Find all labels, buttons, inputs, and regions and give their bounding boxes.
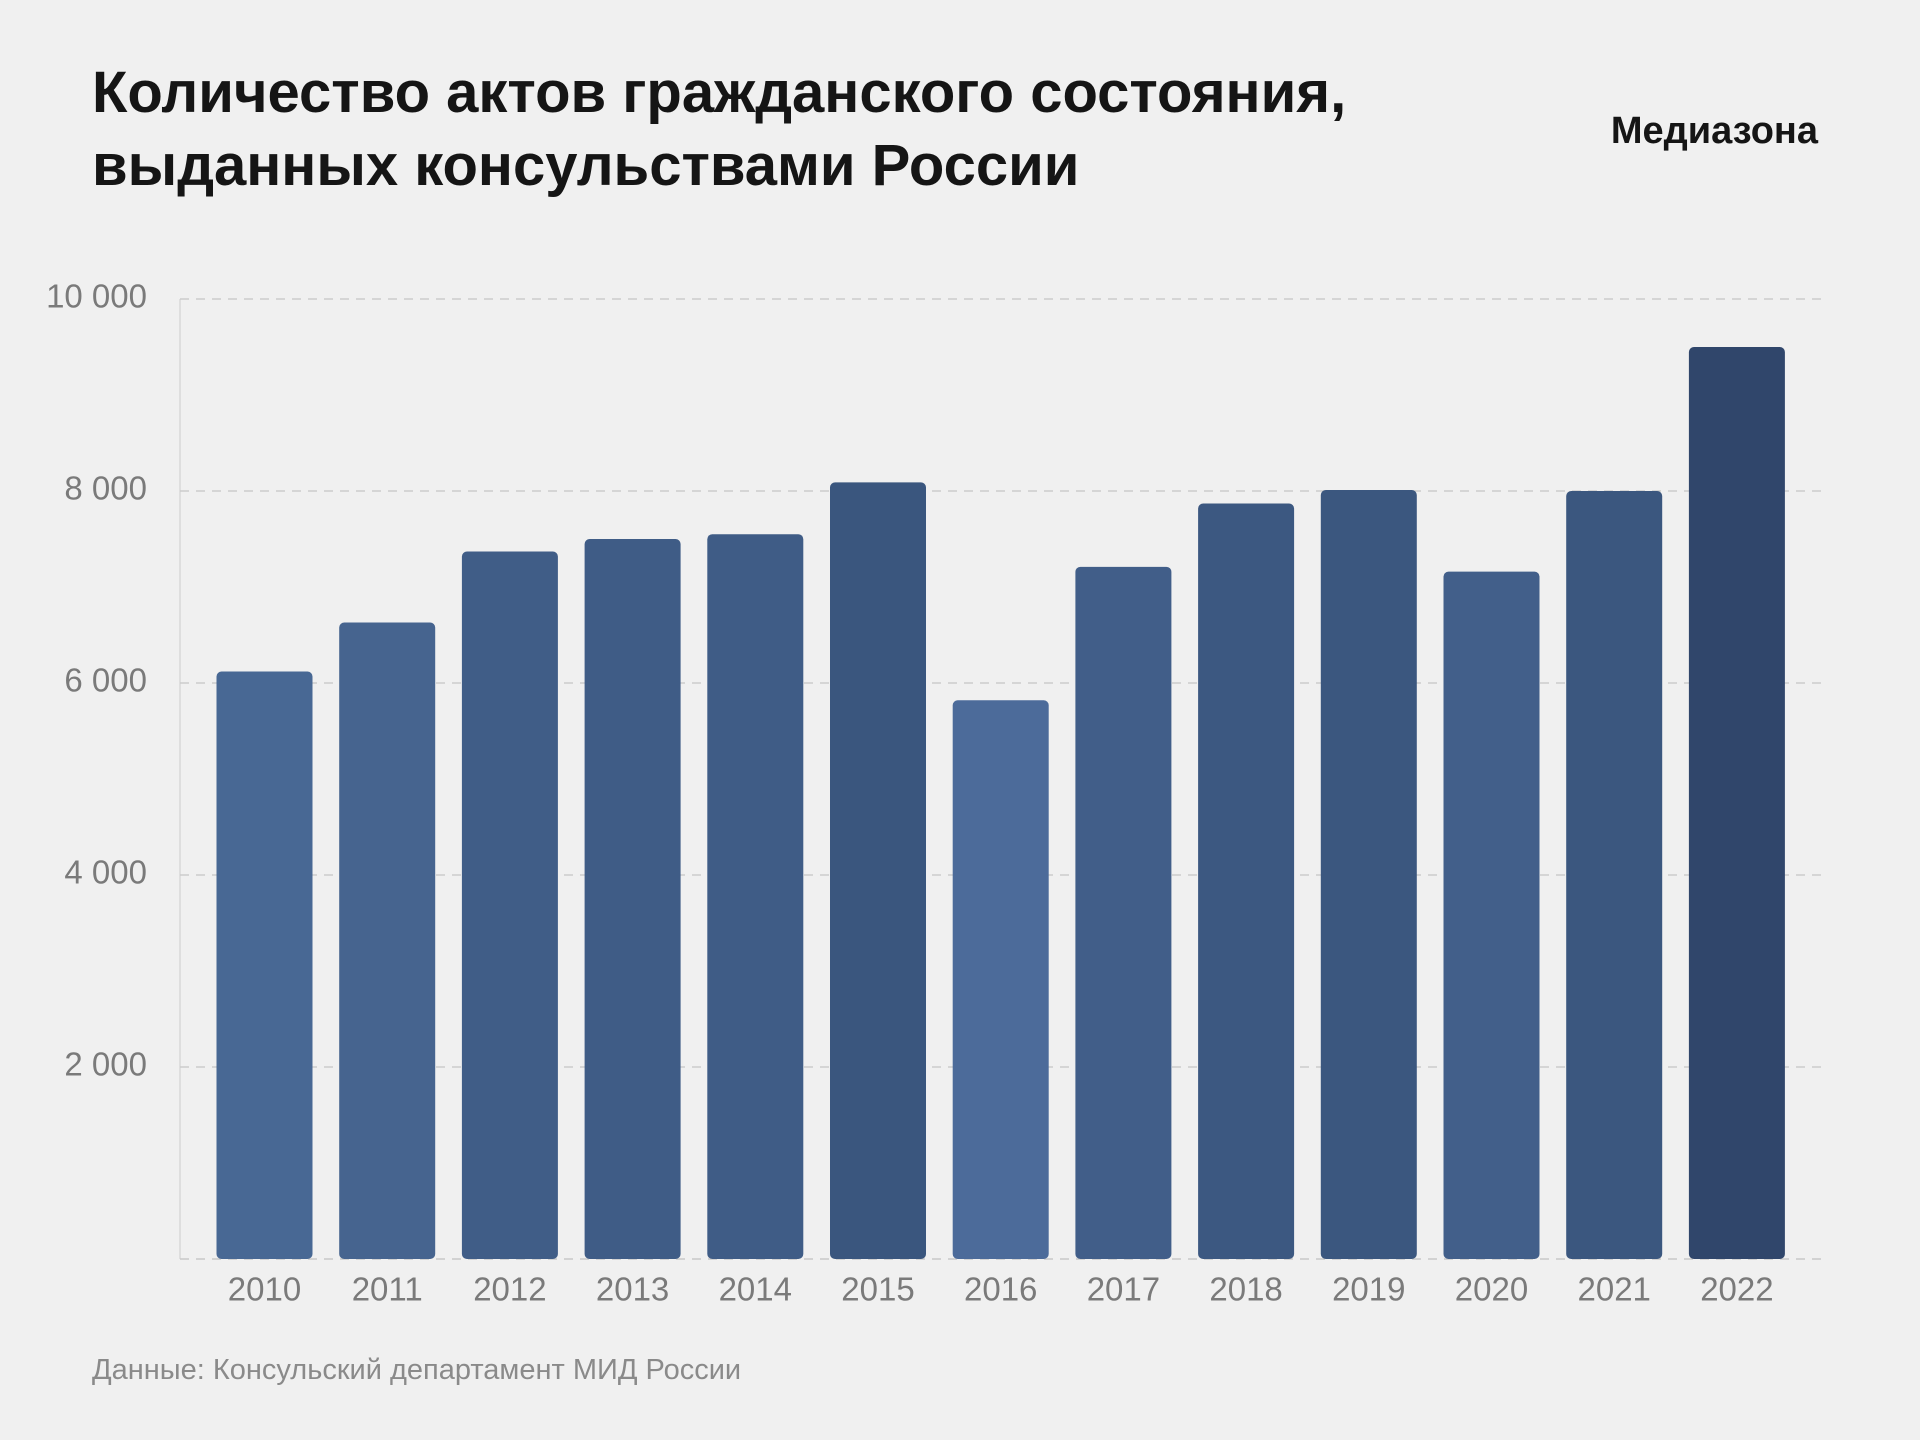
x-tick-label: 2015	[841, 1271, 914, 1308]
y-tick-label: 4 000	[64, 854, 147, 891]
x-tick-label: 2020	[1455, 1271, 1528, 1308]
bar	[1566, 491, 1663, 1259]
x-tick-label: 2018	[1209, 1271, 1282, 1308]
x-tick-label: 2012	[473, 1271, 546, 1308]
x-tick-label: 2017	[1087, 1271, 1160, 1308]
bar	[952, 700, 1049, 1259]
x-tick-label: 2021	[1577, 1271, 1650, 1308]
bar	[461, 551, 558, 1259]
bar	[1320, 490, 1417, 1259]
bar	[1075, 566, 1172, 1259]
bar	[216, 671, 313, 1259]
x-tick-label: 2010	[228, 1271, 301, 1308]
y-tick-label: 8 000	[64, 470, 147, 507]
x-tick-label: 2022	[1700, 1271, 1773, 1308]
y-tick-label: 6 000	[64, 662, 147, 699]
x-tick-label: 2014	[719, 1271, 792, 1308]
x-tick-label: 2011	[352, 1271, 423, 1308]
brand-logo: Медиазона	[1611, 110, 1819, 152]
bar	[339, 622, 436, 1259]
x-tick-label: 2013	[596, 1271, 669, 1308]
bar	[1443, 571, 1540, 1259]
bar	[1198, 503, 1295, 1260]
bar	[707, 534, 804, 1259]
y-tick-label: 10 000	[46, 278, 147, 315]
chart-title: Количество актов гражданского состояния,	[92, 60, 1346, 125]
source-note: Данные: Консульский департамент МИД Росс…	[92, 1354, 741, 1386]
bar	[1688, 347, 1785, 1259]
chart-title: выданных консульствами России	[92, 133, 1079, 198]
bar	[584, 539, 681, 1259]
y-tick-label: 2 000	[64, 1046, 147, 1083]
bar	[830, 482, 926, 1259]
x-tick-label: 2019	[1332, 1271, 1405, 1308]
x-tick-label: 2016	[964, 1271, 1037, 1308]
